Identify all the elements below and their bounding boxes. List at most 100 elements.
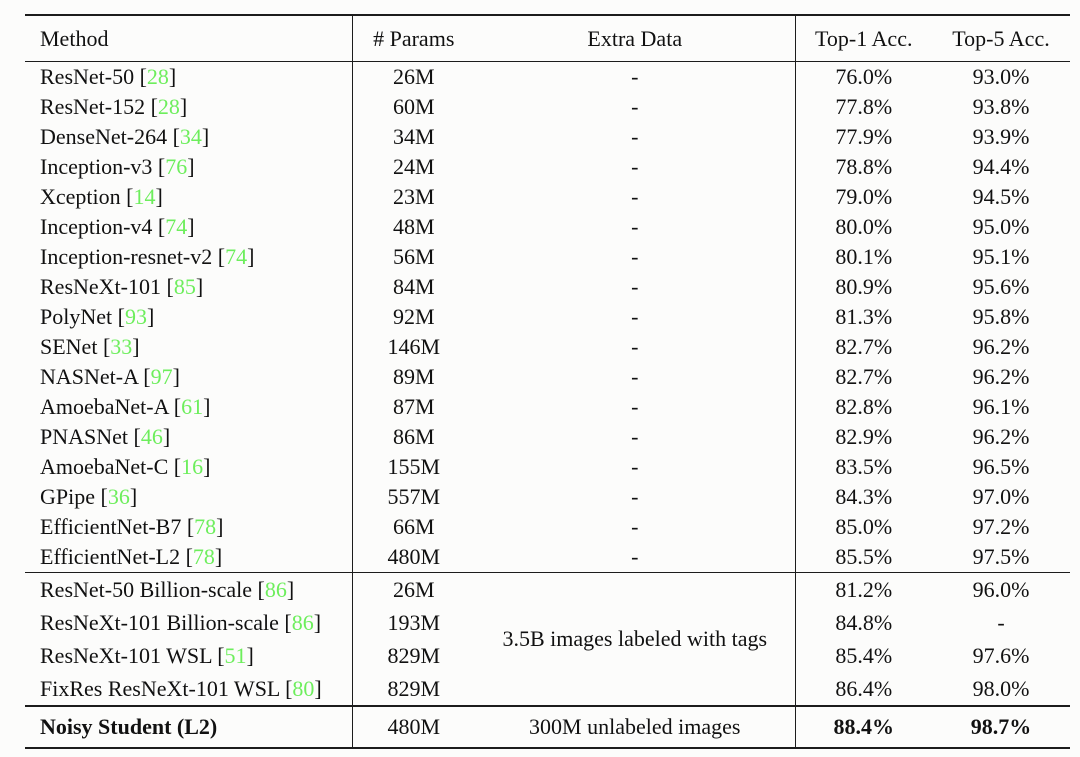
top5-acc-cell: 93.0%: [972, 64, 1030, 89]
method-name: NASNet-A: [40, 364, 138, 389]
method-cell: ResNeXt-101 WSL [51]: [25, 639, 353, 672]
params-cell: 155M: [387, 454, 441, 479]
citation-number: 33: [110, 334, 133, 359]
top1-acc-cell: 77.9%: [794, 122, 932, 152]
extra-data-cell: -: [631, 124, 639, 149]
extra-data-cell: -: [631, 454, 639, 479]
results-table-container: Method # Params Extra Data Top-1 Acc. To…: [25, 14, 1070, 749]
method-cell: ResNet-152 [28]: [25, 92, 353, 122]
top5-acc-cell: 94.4%: [972, 154, 1030, 179]
params-cell: 26M: [392, 64, 435, 89]
method-cell: Inception-resnet-v2 [74]: [25, 242, 353, 272]
top1-acc-cell: 86.4%: [794, 672, 932, 706]
citation-number: 51: [224, 642, 247, 668]
table-row: ResNet-50 Billion-scale [86] 26M 3.5B imag…: [25, 572, 1070, 706]
cite-bracket-close: ]: [146, 304, 155, 329]
header-top1-acc: Top-1 Acc.: [794, 15, 932, 62]
top5-acc-cell: 96.1%: [972, 394, 1030, 419]
method-cell: AmoebaNet-A [61]: [25, 392, 353, 422]
table-row: Noisy Student (L2) 480M 300M unlabeled ima…: [25, 705, 1070, 748]
citation-number: 78: [192, 544, 215, 569]
citation-number: 80: [292, 675, 315, 701]
top1-acc-cell: 84.8%: [794, 606, 932, 639]
cite-bracket-close: ]: [179, 94, 188, 119]
method-name: SENet: [40, 334, 98, 359]
table-row: PolyNet [93] 92M - 81.3% 95.8%: [25, 302, 1070, 332]
cite-bracket-close: ]: [286, 576, 295, 602]
cite-bracket-close: ]: [313, 609, 322, 635]
header-params: # Params: [352, 15, 475, 62]
method-name: ResNet-50 Billion-scale: [40, 576, 253, 602]
cite-bracket-open: [: [100, 484, 108, 509]
cite-bracket-close: ]: [201, 124, 210, 149]
top5-acc-cell: 98.7%: [932, 705, 1070, 748]
top5-acc-cell: 94.5%: [972, 184, 1030, 209]
cite-bracket-close: ]: [246, 642, 254, 668]
table-row: Inception-v4 [74] 48M - 80.0% 95.0%: [25, 212, 1070, 242]
top5-acc-cell: 97.6%: [972, 642, 1030, 668]
top5-acc-cell: 97.2%: [972, 514, 1030, 539]
params-cell: 829M: [387, 675, 441, 701]
section-imagenet-only: ResNet-50 [28] 26M - 76.0% 93.0% ResNet-152 […: [25, 61, 1070, 573]
header-row: Method # Params Extra Data Top-1 Acc. To…: [25, 15, 1070, 62]
top5-acc-cell: 97.5%: [972, 544, 1030, 569]
citation-number: 97: [150, 364, 173, 389]
citation-number: 28: [146, 64, 169, 89]
header-method: Method: [25, 15, 353, 62]
top1-acc-cell: 82.9%: [794, 422, 932, 452]
cite-bracket-close: ]: [187, 154, 195, 179]
cite-bracket-open: [: [173, 394, 182, 419]
top1-acc-cell: 85.5%: [794, 542, 932, 573]
method-name: EfficientNet-L2: [40, 544, 181, 569]
extra-data-cell: -: [631, 64, 639, 89]
top1-acc-cell: 81.2%: [794, 572, 932, 606]
cite-bracket-close: ]: [172, 364, 180, 389]
cite-bracket-close: ]: [162, 424, 171, 449]
params-cell: 60M: [392, 94, 435, 119]
method-name: PNASNet: [40, 424, 129, 449]
method-cell: ResNeXt-101 Billion-scale [86]: [25, 606, 353, 639]
method-name: AmoebaNet-A: [40, 394, 169, 419]
table-row: DenseNet-264 [34] 34M - 77.9% 93.9%: [25, 122, 1070, 152]
table-row: ResNeXt-101 [85] 84M - 80.9% 95.6%: [25, 272, 1070, 302]
method-cell: AmoebaNet-C [16]: [25, 452, 353, 482]
method-cell: Inception-v3 [76]: [25, 152, 353, 182]
citation-number: 78: [194, 514, 217, 539]
top1-acc-cell: 80.0%: [794, 212, 932, 242]
top1-acc-cell: 82.7%: [794, 362, 932, 392]
extra-data-cell: -: [631, 184, 639, 209]
cite-bracket-open: [: [186, 514, 195, 539]
cite-bracket-open: [: [217, 244, 226, 269]
method-cell: PNASNet [46]: [25, 422, 353, 452]
method-name: Inception-resnet-v2: [40, 244, 213, 269]
cite-bracket-open: [: [185, 544, 193, 569]
top1-acc-cell: 79.0%: [794, 182, 932, 212]
table-row: Inception-v3 [76] 24M - 78.8% 94.4%: [25, 152, 1070, 182]
top1-acc-cell: 78.8%: [794, 152, 932, 182]
cite-bracket-open: [: [173, 454, 182, 479]
cite-bracket-close: ]: [247, 244, 255, 269]
method-cell: PolyNet [93]: [25, 302, 353, 332]
cite-bracket-open: [: [157, 154, 166, 179]
method-cell: ResNet-50 Billion-scale [86]: [25, 572, 353, 606]
params-cell: 48M: [392, 214, 435, 239]
method-cell: ResNeXt-101 [85]: [25, 272, 353, 302]
params-cell: 86M: [392, 424, 435, 449]
cite-bracket-close: ]: [203, 394, 211, 419]
cite-bracket-open: [: [284, 609, 292, 635]
extra-data-cell: -: [631, 484, 639, 509]
table-header: Method # Params Extra Data Top-1 Acc. To…: [25, 15, 1070, 62]
top5-acc-cell: 95.8%: [972, 304, 1030, 329]
cite-bracket-close: ]: [132, 334, 140, 359]
method-cell: FixRes ResNeXt-101 WSL [80]: [25, 672, 353, 706]
cite-bracket-open: [: [133, 424, 141, 449]
method-name: PolyNet: [40, 304, 113, 329]
params-cell: 24M: [392, 154, 435, 179]
top1-acc-cell: 82.7%: [794, 332, 932, 362]
top5-acc-cell: 93.9%: [972, 124, 1030, 149]
extra-data-cell: -: [631, 94, 639, 119]
params-cell: 66M: [392, 514, 435, 539]
extra-data-cell: -: [631, 424, 639, 449]
params-cell: 34M: [392, 124, 435, 149]
method-name: DenseNet-264: [40, 124, 168, 149]
